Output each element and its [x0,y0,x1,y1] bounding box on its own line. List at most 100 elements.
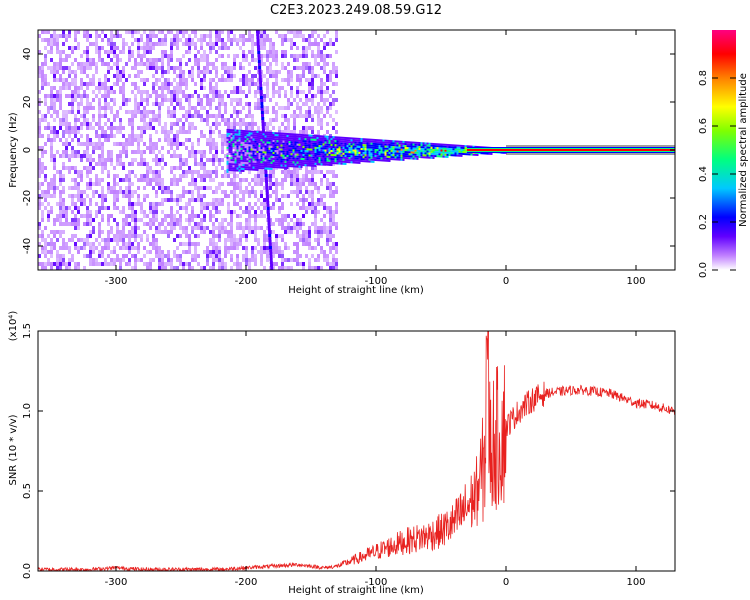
spectrogram-cell [47,194,50,198]
spectrogram-cell [281,234,284,238]
spectrogram-cell [330,140,333,142]
spectrogram-cell [284,138,287,141]
spectrogram-cell [155,94,158,98]
spectrogram-cell [332,62,335,66]
spectrogram-cell [134,246,137,250]
spectrogram-cell [113,54,116,58]
spectrogram-cell [317,254,320,258]
spectrogram-cell [251,254,254,258]
spectrogram-cell [101,206,104,210]
spectrogram-cell [256,152,259,155]
spectrogram-cell [335,246,338,250]
spectrogram-cell [134,230,137,234]
spectrogram-cell [305,230,308,234]
spectrogram-cell [185,226,188,230]
spectrogram-cell [260,137,263,140]
spectrogram-cell [332,218,335,222]
spectrogram-cell [298,153,301,156]
spectrogram-cell [59,122,62,126]
spectrogram-cell [264,157,267,160]
spectrogram-cell [368,154,371,157]
spectrogram-cell [185,62,188,66]
spectrogram-cell [266,149,269,152]
spectrogram-cell [188,46,191,50]
spectrogram-cell [215,226,218,230]
spectrogram-cell [86,142,89,146]
spectrogram-cell [299,222,302,226]
spectrogram-cell [110,42,113,46]
spectrogram-cell [299,114,302,118]
spectrogram-cell [245,58,248,62]
spectrogram-cell [170,166,173,170]
spectrogram-cell [269,182,272,186]
spectrogram-cell [254,136,257,139]
spectrogram-cell [308,126,311,130]
spectrogram-cell [113,42,116,46]
spectrogram-cell [50,178,53,182]
spectrogram-cell [107,138,110,142]
spectrogram-cell [116,58,119,62]
spectrogram-cell [203,178,206,182]
spectrogram-cell [107,86,110,90]
spectrogram-cell [107,38,110,42]
spectrogram-cell [320,157,323,160]
spectrogram-cell [452,146,455,149]
spectrogram-cell [173,66,176,70]
spectrogram-cell [430,146,433,149]
spectrogram-cell [236,165,239,168]
spectrogram-cell [167,78,170,82]
spectrogram-cell [396,152,399,155]
spectrogram-cell [326,206,329,210]
spectrogram-cell [226,138,229,141]
spectrogram-cell [185,138,188,142]
spectrogram-cell [98,78,101,82]
spectrogram-cell [83,122,86,126]
spectrogram-cell [264,177,268,180]
spectrogram-cell [167,150,170,154]
spectrogram-cell [382,149,385,152]
spectrogram-cell [77,170,80,174]
spectrogram-cell [164,38,167,42]
spectrogram-cell [134,38,137,42]
spectrogram-cell [254,134,257,137]
spectrogram-cell [92,250,95,254]
spectrogram-cell [332,210,335,214]
spectrogram-cell [244,148,247,151]
spectrogram-cell [179,58,182,62]
spectrogram-cell [143,214,146,218]
spectrogram-cell [158,266,161,270]
spectrogram-cell [446,143,449,146]
spectrogram-cell [364,158,367,161]
spectrogram-cell [95,46,98,50]
spectrogram-cell [227,230,230,234]
spectrogram-cell [176,254,179,258]
spectrogram-cell [164,138,167,142]
spectrogram-cell [263,46,266,50]
spectrogram-cell [167,214,170,218]
spectrogram-cell [182,262,185,266]
spectrogram-cell [131,30,134,34]
spectrogram-cell [212,178,215,182]
spectrogram-cell [228,129,231,132]
spectrogram-cell [310,154,313,157]
spectrogram-cell [294,141,297,144]
spectrogram-cell [312,136,315,139]
spectrogram-cell [448,148,451,151]
spectrogram-cell [56,262,59,266]
spectrogram-cell [107,50,110,54]
spectrogram-cell [146,250,149,254]
spectrogram-cell [95,178,98,182]
spectrogram-cell [356,141,359,144]
spectrogram-cell [269,252,273,255]
spectrogram-cell [252,150,255,153]
spectrogram-cell [292,153,295,156]
spectrogram-cell [426,144,429,147]
spectrogram-cell [80,78,83,82]
spectrogram-cell [56,38,59,42]
spectrogram-cell [402,144,405,147]
spectrogram-cell [149,210,152,214]
spectrogram-cell [278,148,281,151]
spectrogram-cell [358,155,361,158]
spectrogram-cell [329,194,332,198]
spectrogram-cell [268,137,271,140]
